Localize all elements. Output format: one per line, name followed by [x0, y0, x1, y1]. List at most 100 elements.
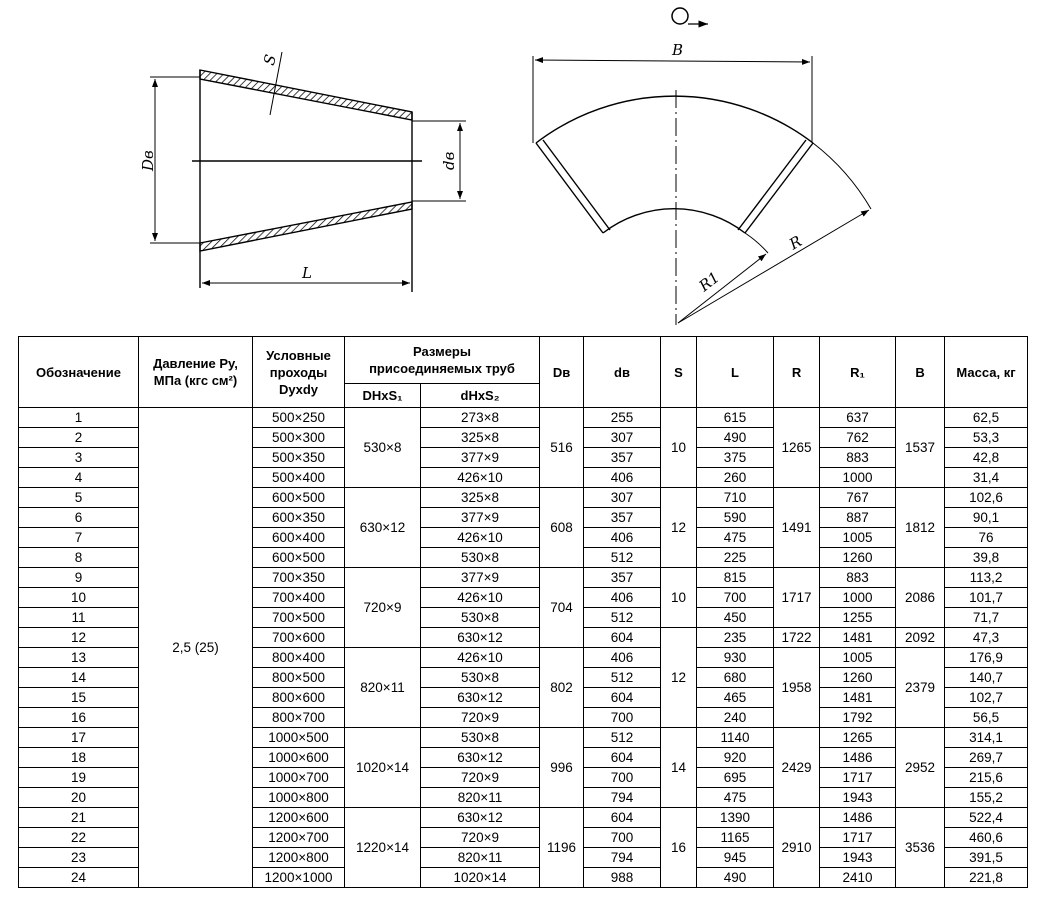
- cell-designation: 6: [18, 507, 139, 528]
- table-row: 18 1000×600 630×12 604 920 1486 269,7: [18, 747, 1029, 768]
- cell-db-inner: 406: [583, 587, 662, 608]
- cell-mass: 56,5: [944, 707, 1029, 728]
- table-row: 24 1200×1000 1020×14 988 490 2410 221,8: [18, 867, 1029, 888]
- cell-mass: 47,3: [944, 627, 1029, 648]
- cell-r1: 883: [819, 447, 897, 468]
- cell-dh2: 426×10: [419, 467, 541, 488]
- cell-l: 240: [696, 707, 775, 728]
- cell-s: 12: [660, 627, 698, 728]
- cell-r1: 1255: [819, 607, 897, 628]
- cell-b: 2952: [895, 727, 946, 808]
- elbow-drawing: [532, 56, 872, 325]
- cell-s: 10: [660, 567, 698, 628]
- header-passes: Условные проходы Dyxdy: [252, 336, 345, 408]
- label-s: S: [260, 53, 280, 68]
- cell-dh2: 530×8: [419, 607, 541, 628]
- cell-l: 615: [696, 407, 775, 428]
- label-l: L: [301, 264, 312, 282]
- cell-l: 465: [696, 687, 775, 708]
- cell-r1: 637: [819, 407, 897, 428]
- cell-passes: 500×400: [252, 467, 345, 488]
- cell-passes: 600×500: [252, 487, 345, 508]
- cell-r: 2429: [773, 727, 821, 808]
- cell-db-inner: 700: [583, 767, 662, 788]
- cell-dh2: 530×8: [419, 727, 541, 748]
- cell-designation: 19: [18, 767, 139, 788]
- table-row: 19 1000×700 720×9 700 695 1717 215,6: [18, 767, 1029, 788]
- cell-dh2: 820×11: [419, 787, 541, 808]
- label-db-inner: dв: [440, 151, 458, 170]
- cell-passes: 1200×800: [252, 847, 345, 868]
- header-pipes: Размеры присоединяемых труб: [343, 336, 541, 384]
- cell-dh: 1220×14: [344, 807, 421, 888]
- cell-mass: 269,7: [944, 747, 1029, 768]
- cell-l: 225: [696, 547, 775, 568]
- cell-passes: 1200×1000: [252, 867, 345, 888]
- cell-l: 930: [696, 647, 775, 668]
- cell-db-outer: 996: [539, 727, 585, 808]
- cell-dh2: 720×9: [419, 707, 541, 728]
- cell-passes: 600×400: [252, 527, 345, 548]
- cell-passes: 1000×600: [252, 747, 345, 768]
- cell-l: 475: [696, 527, 775, 548]
- cell-mass: 90,1: [944, 507, 1029, 528]
- technical-drawings: S Dв dв L B R R1: [139, 7, 872, 325]
- cell-dh2: 377×9: [419, 507, 541, 528]
- reducer-spec-table: Обозначение Давление Ру, МПа (кгс см²) Ус…: [18, 336, 1029, 888]
- cell-l: 1165: [696, 827, 775, 848]
- cell-designation: 2: [18, 427, 139, 448]
- cell-passes: 800×400: [252, 647, 345, 668]
- cell-l: 700: [696, 587, 775, 608]
- header-s: S: [660, 336, 698, 408]
- cell-db-inner: 700: [583, 707, 662, 728]
- header-dh2: dHxS₂: [419, 383, 541, 408]
- cell-passes: 700×400: [252, 587, 345, 608]
- cell-dh: 530×8: [344, 407, 421, 488]
- cell-r1: 1792: [819, 707, 897, 728]
- cell-designation: 22: [18, 827, 139, 848]
- cell-passes: 600×500: [252, 547, 345, 568]
- cell-mass: 155,2: [944, 787, 1029, 808]
- cell-db-inner: 604: [583, 627, 662, 648]
- cell-l: 375: [696, 447, 775, 468]
- table-row: 12 700×600 630×12 604 12 235 1722 1481 2092 47,3: [18, 627, 1029, 728]
- cell-db-inner: 406: [583, 647, 662, 668]
- cell-passes: 700×350: [252, 567, 345, 588]
- cell-designation: 12: [18, 627, 139, 648]
- table-row: 8 600×500 530×8 512 225 1260 39,8: [18, 547, 1029, 568]
- cell-designation: 17: [18, 727, 139, 748]
- table-row: 5 600×500 630×12 325×8 608 307 12 710 1491 767 181…: [18, 487, 1029, 568]
- cell-l: 680: [696, 667, 775, 688]
- cell-db-inner: 357: [583, 507, 662, 528]
- header-pipes-line1: Размеры: [413, 344, 471, 359]
- cell-mass: 102,7: [944, 687, 1029, 708]
- cell-dh2: 426×10: [419, 587, 541, 608]
- cell-db-inner: 604: [583, 747, 662, 768]
- cell-designation: 20: [18, 787, 139, 808]
- cell-dh: 820×11: [344, 647, 421, 728]
- cell-db-inner: 255: [583, 407, 662, 428]
- table-row: 10 700×400 426×10 406 700 1000 101,7: [18, 587, 1029, 608]
- cell-db-outer: 802: [539, 647, 585, 728]
- cell-designation: 16: [18, 707, 139, 728]
- cell-db-inner: 512: [583, 727, 662, 748]
- cell-b: 2086: [895, 567, 946, 628]
- cell-designation: 11: [18, 607, 139, 628]
- cell-db-inner: 307: [583, 487, 662, 508]
- cell-db-inner: 406: [583, 467, 662, 488]
- cell-r1: 1000: [819, 467, 897, 488]
- cell-designation: 15: [18, 687, 139, 708]
- cell-r: 1722: [773, 627, 821, 648]
- table-row: 14 800×500 530×8 512 680 1260 140,7: [18, 667, 1029, 688]
- cell-r1: 2410: [819, 867, 897, 888]
- cell-dh2: 377×9: [419, 447, 541, 468]
- cell-designation: 4: [18, 467, 139, 488]
- cell-b: 1537: [895, 407, 946, 488]
- header-pressure-line1: Давление Ру,: [153, 356, 238, 371]
- cell-r1: 1717: [819, 767, 897, 788]
- cell-r1: 767: [819, 487, 897, 508]
- cell-dh2: 720×9: [419, 767, 541, 788]
- cell-mass: 71,7: [944, 607, 1029, 628]
- cell-db-outer: 704: [539, 567, 585, 648]
- header-designation: Обозначение: [18, 336, 139, 408]
